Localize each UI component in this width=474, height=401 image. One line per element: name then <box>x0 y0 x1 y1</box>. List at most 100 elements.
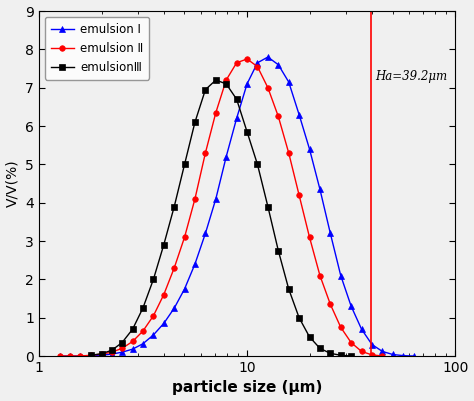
emulsionⅢ <box>130 327 136 332</box>
emulsion Ⅰ <box>223 154 229 159</box>
emulsionⅢ <box>296 315 302 320</box>
Text: Ha=39.2μm: Ha=39.2μm <box>375 70 447 83</box>
emulsion Ⅱ <box>359 349 365 354</box>
emulsion Ⅰ <box>286 79 292 84</box>
emulsion Ⅰ <box>67 354 73 358</box>
emulsion Ⅱ <box>182 235 187 240</box>
emulsion Ⅰ <box>369 342 375 347</box>
emulsion Ⅱ <box>307 235 312 240</box>
emulsion Ⅰ <box>234 116 239 121</box>
emulsionⅢ <box>328 351 333 356</box>
emulsion Ⅱ <box>223 78 229 83</box>
emulsionⅢ <box>307 334 312 339</box>
emulsion Ⅰ <box>140 341 146 346</box>
emulsionⅢ <box>140 306 146 310</box>
emulsion Ⅱ <box>77 354 83 358</box>
emulsionⅢ <box>213 78 219 83</box>
emulsion Ⅱ <box>317 273 323 278</box>
emulsion Ⅰ <box>244 81 250 86</box>
Line: emulsion Ⅰ: emulsion Ⅰ <box>57 54 416 359</box>
emulsion Ⅱ <box>67 354 73 358</box>
emulsion Ⅰ <box>77 354 83 358</box>
emulsion Ⅰ <box>390 352 396 357</box>
emulsion Ⅱ <box>88 353 94 358</box>
emulsion Ⅱ <box>275 114 281 119</box>
emulsion Ⅰ <box>265 55 271 59</box>
emulsion Ⅰ <box>172 306 177 310</box>
emulsion Ⅱ <box>57 354 63 358</box>
emulsion Ⅰ <box>348 304 354 309</box>
emulsionⅢ <box>119 340 125 345</box>
emulsionⅢ <box>223 81 229 86</box>
Legend: emulsion Ⅰ, emulsion Ⅱ, emulsionⅢ: emulsion Ⅰ, emulsion Ⅱ, emulsionⅢ <box>45 17 149 79</box>
emulsionⅢ <box>151 277 156 282</box>
emulsion Ⅰ <box>317 187 323 192</box>
emulsion Ⅰ <box>88 353 94 358</box>
emulsion Ⅰ <box>57 354 63 358</box>
emulsion Ⅱ <box>151 313 156 318</box>
emulsion Ⅰ <box>151 332 156 337</box>
emulsionⅢ <box>317 346 323 351</box>
emulsion Ⅱ <box>338 325 344 330</box>
emulsionⅢ <box>286 287 292 292</box>
emulsion Ⅰ <box>182 287 187 292</box>
emulsion Ⅱ <box>244 57 250 61</box>
emulsion Ⅱ <box>296 192 302 197</box>
Y-axis label: V/V(%): V/V(%) <box>6 160 19 207</box>
emulsion Ⅰ <box>255 61 260 65</box>
emulsionⅢ <box>172 204 177 209</box>
emulsion Ⅱ <box>130 339 136 344</box>
emulsion Ⅰ <box>401 353 406 358</box>
emulsion Ⅰ <box>411 354 417 358</box>
emulsionⅢ <box>192 120 198 125</box>
emulsion Ⅱ <box>99 352 104 356</box>
emulsionⅢ <box>161 243 166 247</box>
emulsion Ⅰ <box>359 327 365 332</box>
emulsionⅢ <box>348 354 354 358</box>
emulsionⅢ <box>99 351 104 356</box>
emulsion Ⅰ <box>275 62 281 67</box>
emulsion Ⅰ <box>161 321 166 326</box>
emulsion Ⅰ <box>338 273 344 278</box>
emulsionⅢ <box>255 162 260 167</box>
emulsionⅢ <box>109 348 115 353</box>
emulsionⅢ <box>182 162 187 167</box>
emulsion Ⅰ <box>328 231 333 236</box>
emulsion Ⅱ <box>286 150 292 155</box>
emulsion Ⅰ <box>202 231 208 236</box>
emulsion Ⅱ <box>369 352 375 357</box>
emulsion Ⅱ <box>328 302 333 307</box>
emulsion Ⅰ <box>130 347 136 352</box>
emulsion Ⅱ <box>192 196 198 201</box>
emulsion Ⅱ <box>202 150 208 155</box>
emulsionⅢ <box>88 353 94 358</box>
emulsion Ⅰ <box>99 353 104 358</box>
emulsion Ⅱ <box>140 329 146 334</box>
emulsion Ⅱ <box>161 292 166 297</box>
emulsionⅢ <box>202 87 208 92</box>
emulsion Ⅱ <box>265 85 271 90</box>
Line: emulsionⅢ: emulsionⅢ <box>88 77 354 359</box>
emulsion Ⅰ <box>109 352 115 356</box>
emulsion Ⅱ <box>380 354 385 358</box>
emulsion Ⅰ <box>296 112 302 117</box>
emulsion Ⅰ <box>213 196 219 201</box>
emulsion Ⅰ <box>192 261 198 266</box>
emulsion Ⅰ <box>380 349 385 354</box>
emulsion Ⅰ <box>307 147 312 152</box>
Line: emulsion Ⅱ: emulsion Ⅱ <box>57 56 385 359</box>
emulsionⅢ <box>338 353 344 358</box>
emulsion Ⅱ <box>234 61 239 65</box>
emulsion Ⅰ <box>119 350 125 354</box>
emulsionⅢ <box>244 130 250 134</box>
emulsion Ⅱ <box>109 350 115 354</box>
emulsion Ⅱ <box>213 110 219 115</box>
emulsion Ⅱ <box>255 64 260 69</box>
emulsionⅢ <box>275 248 281 253</box>
emulsion Ⅱ <box>348 340 354 345</box>
emulsion Ⅱ <box>172 265 177 270</box>
X-axis label: particle size (μm): particle size (μm) <box>172 381 322 395</box>
emulsion Ⅱ <box>119 346 125 351</box>
emulsionⅢ <box>234 97 239 101</box>
emulsionⅢ <box>265 204 271 209</box>
